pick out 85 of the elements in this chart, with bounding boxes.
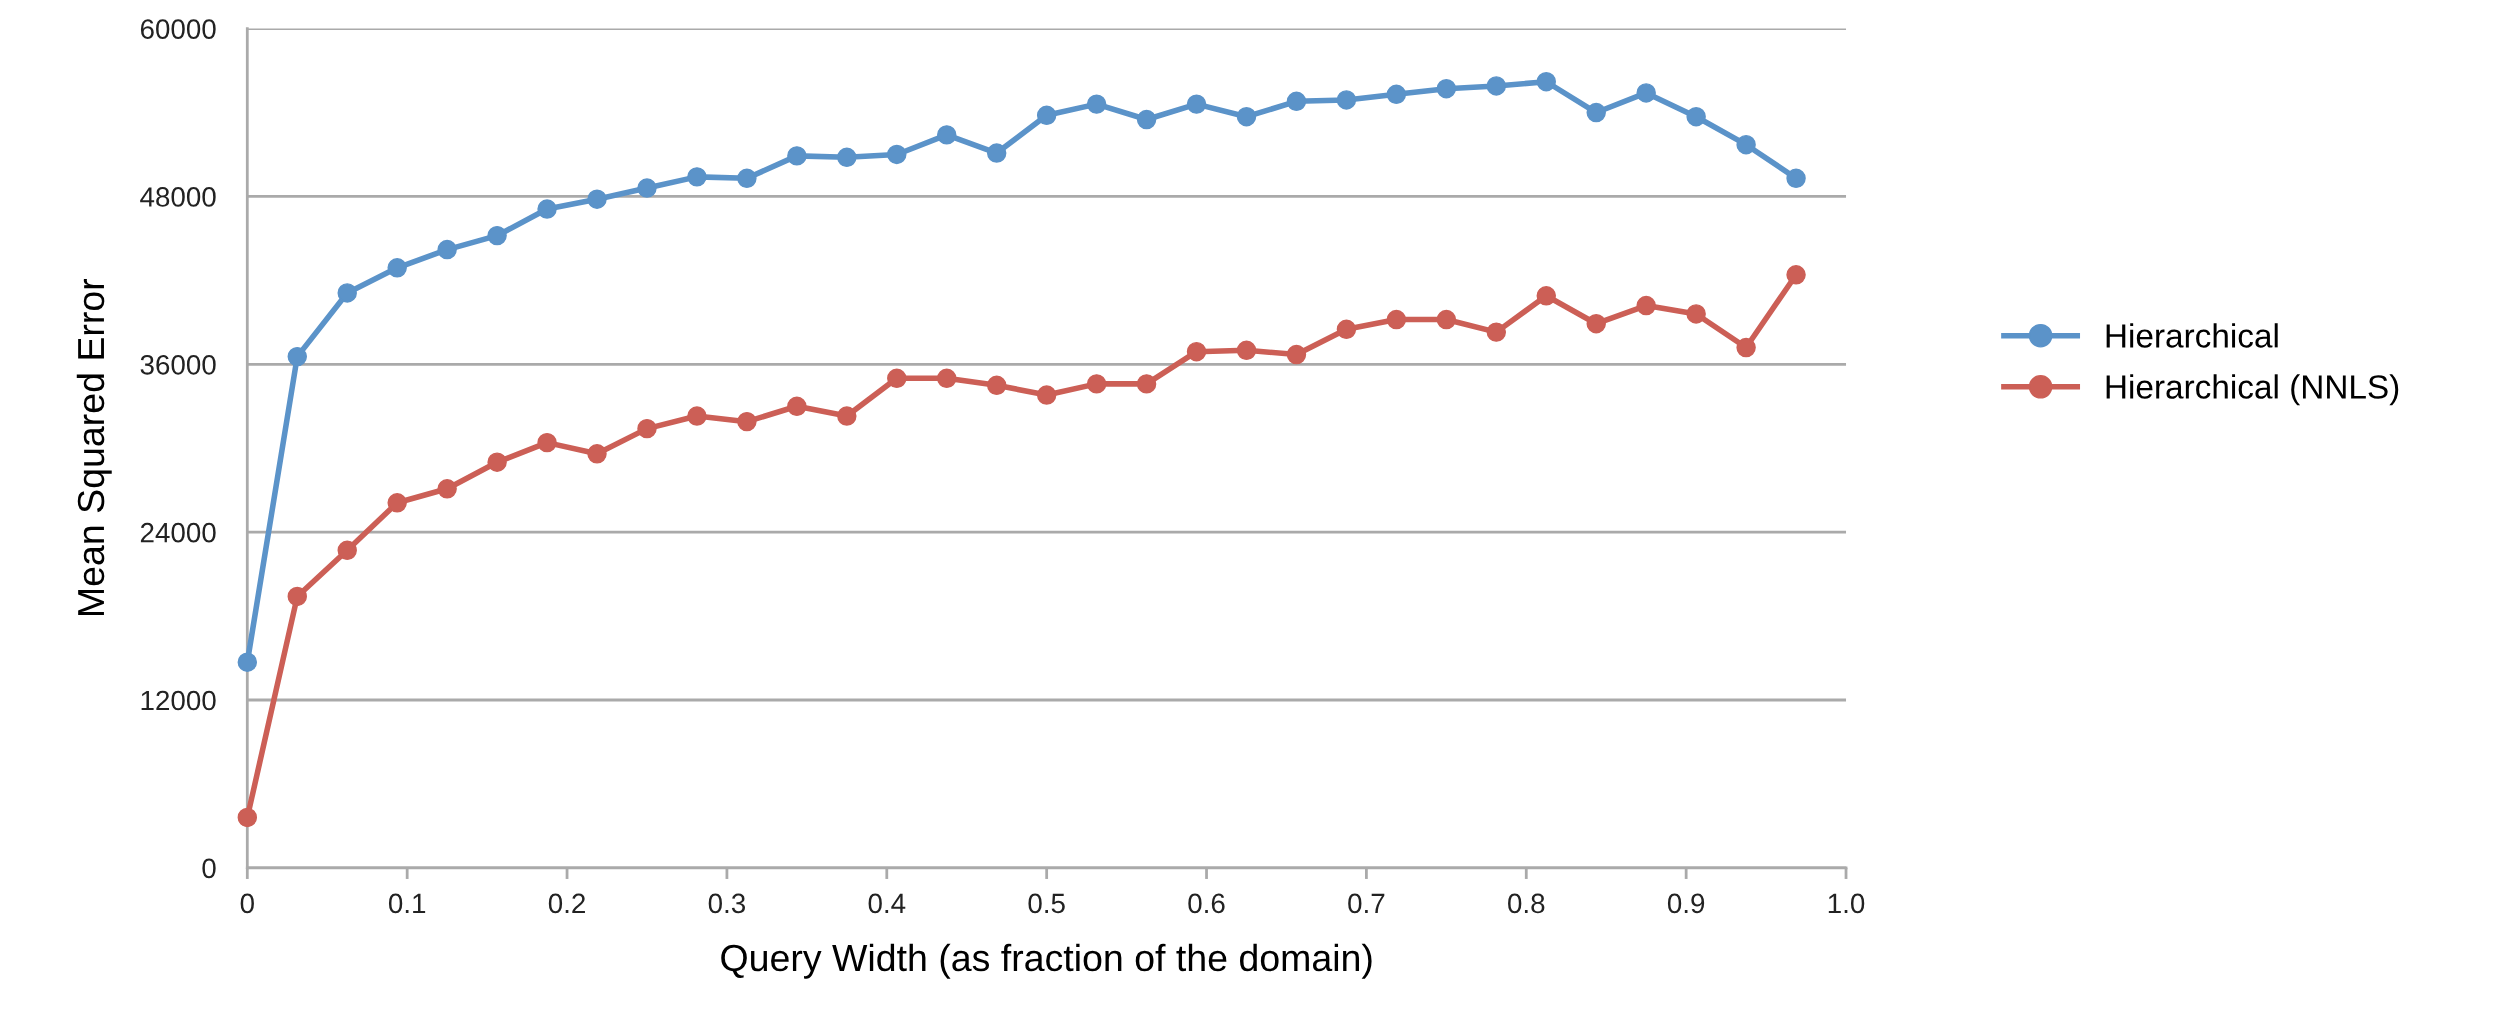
point — [387, 493, 407, 513]
legend-label: Hierarchical (NNLS) — [2106, 374, 2399, 406]
y-tick-label: 12000 — [141, 690, 216, 711]
point — [1086, 374, 1107, 394]
legend-label: Hierarchical — [2106, 323, 2278, 348]
x-tick-label: 1.0 — [1828, 893, 1865, 914]
x-tick-label: 0.3 — [708, 893, 746, 914]
point — [1636, 295, 1656, 316]
point — [1786, 168, 1806, 188]
point — [737, 411, 757, 432]
x-tick-label: 0.5 — [1028, 893, 1065, 914]
y-tick-label: 48000 — [140, 187, 216, 207]
point — [1136, 109, 1157, 130]
x-tick-label: 0.1 — [388, 893, 426, 914]
point — [537, 199, 557, 219]
point — [1486, 322, 1507, 342]
x-tick-label: 0 — [240, 893, 254, 914]
x-tick-label: 0.9 — [1667, 893, 1705, 914]
point — [587, 189, 607, 209]
x-tick-label: 0.2 — [548, 893, 585, 914]
point — [887, 368, 907, 389]
point — [537, 432, 557, 453]
point — [587, 444, 607, 464]
point — [887, 144, 907, 165]
point — [1336, 90, 1357, 110]
point — [986, 375, 1007, 395]
point — [1486, 76, 1507, 96]
point — [1436, 309, 1457, 330]
point — [1686, 106, 1706, 127]
point — [1286, 91, 1307, 112]
point — [1186, 341, 1207, 362]
point — [937, 125, 957, 145]
point — [837, 406, 857, 426]
x-tick-label: 0.6 — [1188, 893, 1225, 914]
point — [1736, 337, 1756, 358]
x-tick-label: 0.4 — [868, 893, 906, 914]
point — [1736, 134, 1756, 155]
point — [1386, 309, 1407, 330]
point — [337, 540, 357, 561]
point — [787, 396, 807, 416]
point — [1386, 84, 1407, 105]
point — [986, 143, 1007, 163]
y-tick-label: 24000 — [140, 522, 216, 543]
point — [237, 652, 258, 672]
point — [437, 479, 457, 499]
point — [787, 146, 807, 166]
point — [687, 406, 707, 426]
point — [1136, 374, 1157, 394]
y-tick-label: 60000 — [140, 19, 216, 39]
point — [287, 586, 307, 607]
point — [437, 239, 457, 260]
point — [1236, 106, 1257, 127]
x-tick-label: 0.7 — [1348, 893, 1385, 914]
point — [1586, 314, 1606, 334]
x-axis-title: Query Width (as fraction of the domain) — [721, 943, 1372, 979]
point — [487, 452, 507, 472]
point — [1036, 385, 1057, 405]
point — [1536, 286, 1556, 306]
point — [1186, 94, 1207, 114]
point — [1786, 265, 1806, 285]
point — [837, 147, 857, 167]
point — [1586, 102, 1606, 123]
point — [1036, 105, 1057, 126]
point — [687, 167, 707, 187]
point — [937, 368, 957, 389]
point — [287, 346, 307, 367]
point — [487, 225, 507, 246]
y-tick-label: 0 — [202, 858, 216, 879]
point — [737, 168, 757, 188]
point — [1686, 304, 1706, 324]
point — [1436, 79, 1457, 99]
x-tick-label: 0.8 — [1508, 893, 1545, 914]
point — [387, 258, 407, 278]
point — [337, 283, 357, 303]
point — [1336, 319, 1357, 340]
point — [1236, 340, 1257, 361]
point — [1536, 72, 1556, 92]
point — [1286, 344, 1307, 365]
point — [637, 418, 657, 439]
point — [1086, 94, 1107, 114]
point — [1636, 83, 1656, 103]
point — [237, 807, 258, 828]
y-axis-title: Mean Squared Error — [76, 278, 112, 616]
point — [637, 178, 657, 198]
y-tick-label: 36000 — [140, 354, 216, 375]
